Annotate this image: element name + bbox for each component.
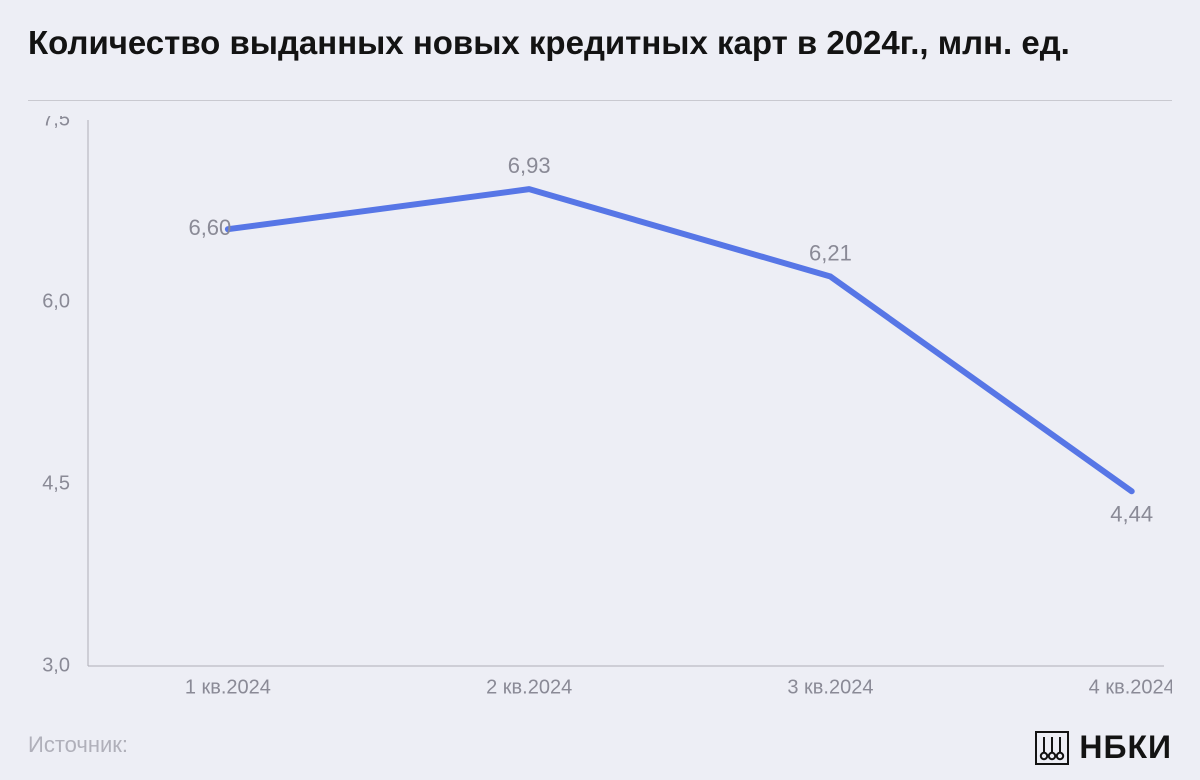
point-label: 6,93 <box>508 153 551 178</box>
title-divider <box>28 100 1172 101</box>
brand-logo: НБКИ <box>1035 729 1172 766</box>
point-label: 6,60 <box>188 215 231 240</box>
chart-title: Количество выданных новых кредитных карт… <box>28 24 1070 62</box>
x-tick-label: 2 кв.2024 <box>486 677 572 699</box>
data-line <box>228 189 1132 491</box>
y-tick-label: 6,0 <box>42 290 70 312</box>
x-tick-label: 4 кв.2024 <box>1089 677 1172 699</box>
brand-name: НБКИ <box>1079 729 1172 766</box>
y-tick-label: 3,0 <box>42 654 70 676</box>
chart-area: 3,0 4,5 6,0 7,5 1 кв.2024 2 кв.2024 3 кв.2024 4… <box>28 116 1172 710</box>
x-tick-label: 3 кв.2024 <box>787 677 873 699</box>
x-tick-label: 1 кв.2024 <box>185 677 271 699</box>
y-tick-label: 7,5 <box>42 116 70 130</box>
point-label: 4,44 <box>1110 501 1153 526</box>
page-root: Количество выданных новых кредитных карт… <box>0 0 1200 780</box>
logo-icon <box>1035 731 1069 765</box>
source-label: Источник: <box>28 732 128 758</box>
y-tick-label: 4,5 <box>42 472 70 494</box>
line-chart-svg: 3,0 4,5 6,0 7,5 1 кв.2024 2 кв.2024 3 кв.2024 4… <box>28 116 1172 710</box>
point-label: 6,21 <box>809 241 852 266</box>
